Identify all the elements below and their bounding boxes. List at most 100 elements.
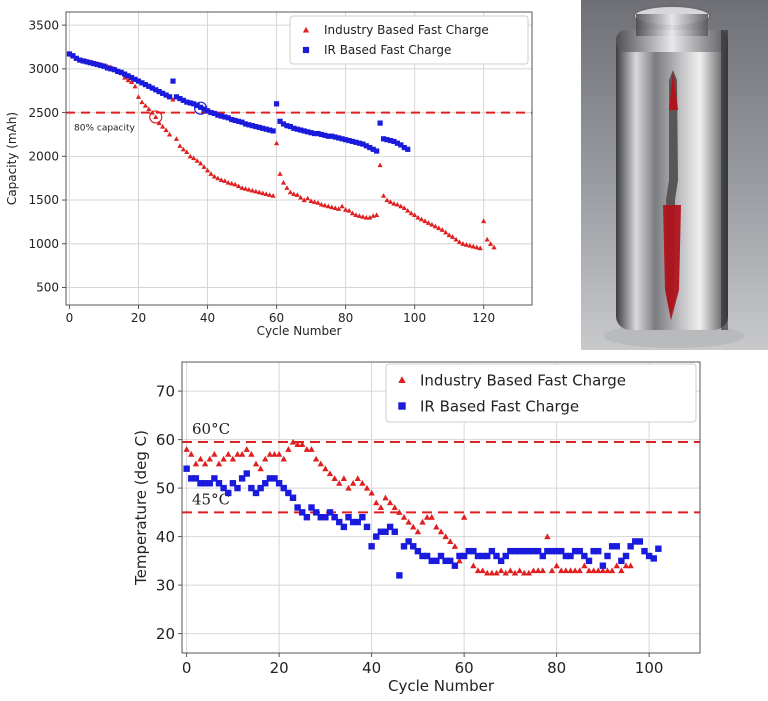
data-point-triangle bbox=[248, 450, 255, 457]
data-point-square bbox=[73, 55, 79, 61]
data-point-square bbox=[360, 141, 366, 147]
data-point-square bbox=[305, 129, 311, 135]
data-point-triangle bbox=[332, 205, 338, 210]
data-point-square bbox=[516, 547, 523, 555]
data-point-square bbox=[401, 144, 407, 151]
data-point-triangle bbox=[436, 225, 442, 231]
data-point-triangle bbox=[220, 455, 227, 462]
data-point-triangle bbox=[373, 499, 380, 506]
capacity-plot-area: 80% capacity 0 20 40 60 80 100 120 500 1000 1500 20… bbox=[5, 11, 533, 338]
data-point-square bbox=[322, 132, 328, 138]
data-point-square bbox=[142, 81, 148, 88]
data-point-triangle bbox=[188, 450, 195, 457]
data-point-triangle bbox=[396, 509, 403, 515]
data-point-square bbox=[534, 547, 542, 555]
data-point-triangle bbox=[433, 523, 440, 530]
data-point-triangle bbox=[391, 504, 398, 511]
y-tick-label: 40 bbox=[156, 528, 175, 546]
data-point-triangle bbox=[595, 567, 602, 574]
data-point-square bbox=[484, 552, 491, 560]
data-point-square bbox=[544, 547, 551, 555]
data-point-square bbox=[280, 484, 287, 492]
data-point-triangle bbox=[384, 197, 390, 203]
data-point-triangle bbox=[183, 446, 190, 452]
data-point-square bbox=[507, 547, 514, 555]
legend-box bbox=[385, 363, 697, 423]
data-point-square bbox=[332, 134, 338, 140]
data-point-square bbox=[91, 61, 97, 67]
data-point-square bbox=[345, 514, 352, 521]
data-point-square bbox=[170, 78, 176, 84]
data-point-square bbox=[447, 557, 454, 565]
data-point-square bbox=[391, 138, 397, 145]
data-point-triangle bbox=[367, 214, 373, 220]
data-point-triangle bbox=[225, 450, 232, 457]
legend-marker-triangle bbox=[302, 26, 310, 33]
data-point-square bbox=[343, 137, 349, 143]
data-point-square bbox=[149, 85, 155, 91]
data-point-square bbox=[299, 509, 306, 516]
data-point-triangle bbox=[507, 567, 514, 574]
data-point-square bbox=[97, 62, 104, 68]
data-point-square bbox=[414, 547, 422, 555]
data-point-triangle bbox=[456, 557, 463, 564]
data-point-triangle bbox=[439, 227, 445, 232]
data-point-square bbox=[349, 518, 357, 526]
data-point-triangle bbox=[298, 194, 304, 200]
data-point-triangle bbox=[229, 455, 237, 462]
data-point-square bbox=[346, 137, 352, 144]
data-point-square bbox=[377, 528, 385, 535]
data-point-square bbox=[460, 552, 468, 560]
data-point-square bbox=[465, 547, 472, 555]
data-point-square bbox=[311, 130, 318, 137]
data-point-triangle bbox=[311, 199, 318, 204]
data-point-triangle bbox=[317, 460, 324, 467]
data-point-triangle bbox=[294, 441, 301, 448]
data-point-triangle bbox=[349, 210, 356, 216]
data-point-square bbox=[204, 108, 211, 114]
data-point-square bbox=[118, 69, 124, 75]
legend-label: IR Based Fast Charge bbox=[324, 43, 451, 57]
data-point-square bbox=[280, 121, 287, 127]
data-point-square bbox=[470, 547, 477, 555]
data-point-square bbox=[132, 76, 138, 82]
data-point-square bbox=[394, 140, 400, 146]
data-point-square bbox=[655, 545, 662, 552]
data-point-triangle bbox=[562, 567, 570, 574]
data-point-square bbox=[266, 475, 274, 482]
data-point-triangle bbox=[305, 195, 311, 201]
data-point-triangle bbox=[253, 188, 259, 194]
data-point-square bbox=[410, 543, 417, 550]
data-point-square bbox=[599, 562, 607, 569]
data-point-triangle bbox=[432, 223, 438, 229]
data-point-square bbox=[521, 547, 528, 555]
data-point-triangle bbox=[260, 190, 266, 196]
data-point-square bbox=[218, 113, 224, 119]
data-point-square bbox=[122, 71, 128, 77]
data-point-triangle bbox=[266, 450, 274, 457]
data-point-triangle bbox=[291, 191, 297, 197]
data-point-square bbox=[191, 101, 197, 107]
data-point-square bbox=[400, 543, 408, 550]
data-point-square bbox=[419, 552, 426, 560]
data-point-square bbox=[225, 115, 231, 121]
data-point-square bbox=[156, 88, 162, 95]
data-point-triangle bbox=[225, 179, 231, 185]
data-point-triangle bbox=[211, 173, 218, 179]
data-point-triangle bbox=[581, 562, 588, 569]
data-point-triangle bbox=[534, 567, 542, 574]
data-point-triangle bbox=[343, 207, 349, 212]
data-point-triangle bbox=[166, 131, 173, 137]
axes-frame bbox=[65, 11, 533, 306]
data-point-triangle bbox=[484, 236, 490, 242]
data-point-triangle bbox=[275, 450, 283, 457]
temperature-plot-area: 60°C 45°C 0 20 40 60 80 100 20 30 40 50 60 70 Cycle Nu… bbox=[132, 361, 701, 695]
data-point-square bbox=[235, 118, 242, 124]
data-point-square bbox=[590, 547, 597, 555]
data-point-square bbox=[273, 101, 280, 107]
data-point-square bbox=[479, 552, 486, 560]
y-axis-label: Capacity (mAh) bbox=[5, 112, 19, 205]
x-tick-label: 20 bbox=[131, 311, 146, 325]
data-point-square bbox=[188, 475, 195, 482]
data-point-triangle bbox=[419, 518, 426, 525]
